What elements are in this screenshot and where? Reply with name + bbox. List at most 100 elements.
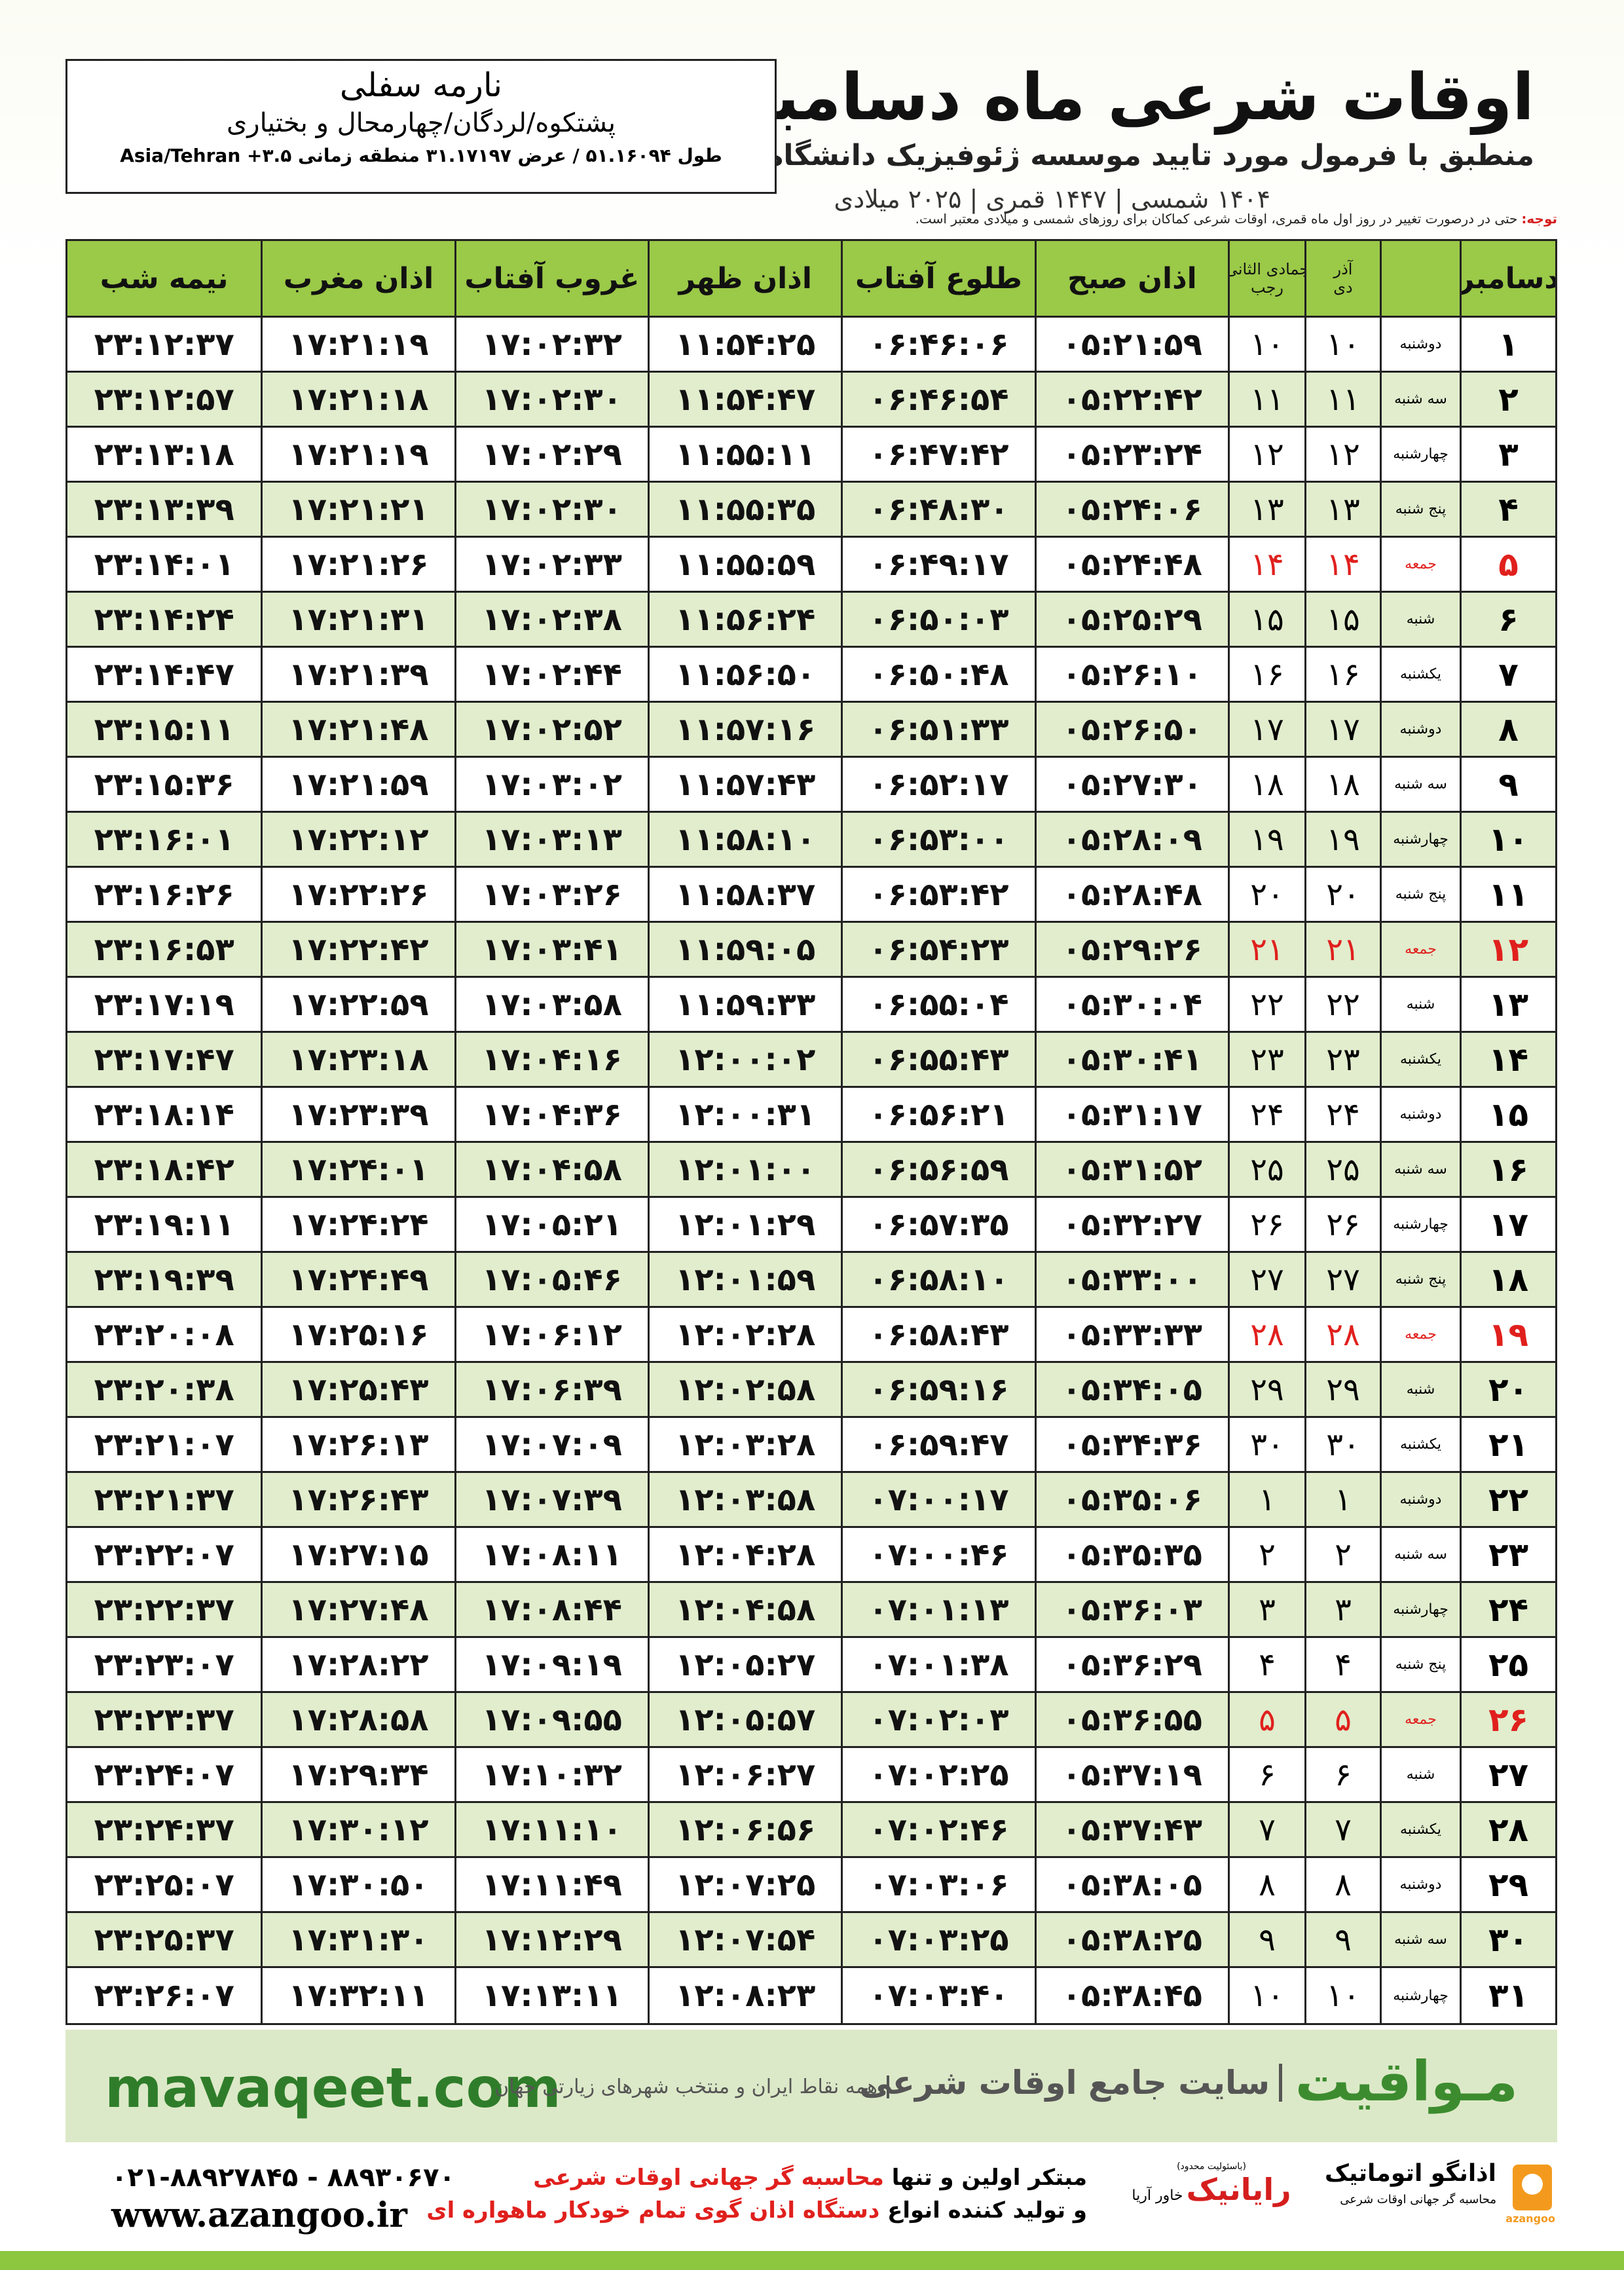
prayer-time: ۱۷:۰۲:۲۹ [454,428,648,483]
shamsi-day: ۲۰ [1304,868,1380,923]
weekday: چهارشنبه [1380,428,1460,483]
header-text: رجب [1251,278,1283,297]
weekday-header [1380,241,1460,318]
prayer-time: ۱۱:۵۹:۳۳ [648,978,841,1033]
prayer-time: ۱۷:۰۷:۳۹ [454,1473,648,1528]
shamsi-day: ۱۵ [1304,593,1380,648]
prayer-time: ۱۲:۰۵:۵۷ [648,1693,841,1748]
qamari-day: ۲۵ [1228,1143,1304,1198]
prayer-time: ۱۷:۲۱:۱۸ [261,373,454,428]
prayer-time: ۰۵:۳۷:۱۹ [1034,1748,1228,1803]
bottom-strip [0,2251,1624,2270]
day-number: ۱۰ [1460,813,1555,868]
prayer-time: ۱۷:۲۹:۳۴ [261,1748,454,1803]
prayer-time: ۲۳:۱۸:۴۲ [67,1143,261,1198]
qamari-day: ۲۲ [1228,978,1304,1033]
prayer-time: ۱۷:۰۳:۵۸ [454,978,648,1033]
day-number: ۲۱ [1460,1418,1555,1473]
qamari-day: ۸ [1228,1858,1304,1913]
prayer-time: ۱۱:۵۶:۲۴ [648,593,841,648]
day-number: ۳۱ [1460,1968,1555,2023]
prayer-time: ۰۵:۳۳:۰۰ [1034,1253,1228,1308]
shamsi-day: ۶ [1304,1748,1380,1803]
prayer-time: ۰۵:۳۸:۲۵ [1034,1913,1228,1968]
prayer-time: ۰۵:۲۸:۰۹ [1034,813,1228,868]
site-url: mavaqeet.com [105,2056,561,2120]
prayer-time: ۲۳:۲۲:۰۷ [67,1528,261,1583]
prayer-time: ۲۳:۲۴:۰۷ [67,1748,261,1803]
footer-line: و تولید کننده انواع دستگاه اذان گوی تمام… [426,2197,1087,2223]
weekday: یکشنبه [1380,1418,1460,1473]
table-row: ۱ دوشنبه ۱۰ ۱۰ ۰۵:۲۱:۵۹ ۰۶:۴۶:۰۶ ۱۱:۵۴:۲۵ ۱۷:۰۲… [67,318,1555,373]
weekday: جمعه [1380,1693,1460,1748]
prayer-time: ۱۲:۰۰:۰۲ [648,1033,841,1088]
weekday: چهارشنبه [1380,1968,1460,2023]
shamsi-day: ۱۲ [1304,428,1380,483]
table-row: ۲۱ یکشنبه ۳۰ ۳۰ ۰۵:۳۴:۳۶ ۰۶:۵۹:۴۷ ۱۲:۰۳:۲۸ ۱۷:۰… [67,1418,1555,1473]
day-number: ۱ [1460,318,1555,373]
prayer-time: ۱۷:۲۶:۱۳ [261,1418,454,1473]
prayer-time: ۱۷:۰۸:۱۱ [454,1528,648,1583]
prayer-time: ۱۲:۰۱:۲۹ [648,1198,841,1253]
header-text: جمادی الثانی [1228,260,1304,278]
day-number: ۲۵ [1460,1638,1555,1693]
shamsi-day: ۱۶ [1304,648,1380,703]
shamsi-day: ۲۳ [1304,1033,1380,1088]
prayer-time: ۱۷:۰۲:۳۸ [454,593,648,648]
shamsi-day: ۲ [1304,1528,1380,1583]
qamari-day: ۲۶ [1228,1198,1304,1253]
weekday: سه شنبه [1380,1528,1460,1583]
title: اوقات شرعی ماه دسامبر [735,60,1534,135]
table-row: ۸ دوشنبه ۱۷ ۱۷ ۰۵:۲۶:۵۰ ۰۶:۵۱:۳۳ ۱۱:۵۷:۱۶ ۱۷:۰۲… [67,703,1555,758]
day-number: ۲۲ [1460,1473,1555,1528]
prayer-time: ۰۵:۳۴:۳۶ [1034,1418,1228,1473]
qamari-day: ۲۱ [1228,923,1304,978]
prayer-time: ۱۷:۰۲:۳۰ [454,373,648,428]
column-header: طلوع آفتاب [841,241,1035,318]
table-row: ۱۸ پنج شنبه ۲۷ ۲۷ ۰۵:۳۳:۰۰ ۰۶:۵۸:۱۰ ۱۲:۰۱:۵۹ ۱۷… [67,1253,1555,1308]
prayer-time: ۱۲:۰۶:۵۶ [648,1803,841,1858]
table-row: ۲۹ دوشنبه ۸ ۸ ۰۵:۳۸:۰۵ ۰۷:۰۳:۰۶ ۱۲:۰۷:۲۵ ۱۷:۱۱:… [67,1858,1555,1913]
day-number: ۱۳ [1460,978,1555,1033]
table-row: ۱۵ دوشنبه ۲۴ ۲۴ ۰۵:۳۱:۱۷ ۰۶:۵۶:۲۱ ۱۲:۰۰:۳۱ ۱۷:۰… [67,1088,1555,1143]
shamsi-day: ۲۲ [1304,978,1380,1033]
prayer-time: ۲۳:۲۱:۰۷ [67,1418,261,1473]
table-row: ۱۱ پنج شنبه ۲۰ ۲۰ ۰۵:۲۸:۴۸ ۰۶:۵۳:۴۲ ۱۱:۵۸:۳۷ ۱۷… [67,868,1555,923]
shamsi-day: ۷ [1304,1803,1380,1858]
prayer-time: ۱۱:۵۹:۰۵ [648,923,841,978]
prayer-time: ۱۷:۲۸:۲۲ [261,1638,454,1693]
weekday: سه شنبه [1380,758,1460,813]
shamsi-day: ۱۹ [1304,813,1380,868]
day-number: ۱۵ [1460,1088,1555,1143]
partner-sub: خاور آریا [1132,2187,1183,2204]
prayer-time: ۰۷:۰۳:۴۰ [841,1968,1034,2023]
prayer-time: ۱۷:۰۲:۳۰ [454,483,648,538]
prayer-time: ۰۶:۵۳:۰۰ [841,813,1035,868]
day-number: ۲۷ [1460,1748,1555,1803]
day-number: ۷ [1460,648,1555,703]
prayer-time: ۰۵:۲۲:۴۲ [1034,373,1228,428]
prayer-time: ۰۶:۵۸:۱۰ [841,1253,1035,1308]
qamari-day: ۲ [1228,1528,1304,1583]
partner-name: رایانیک [1186,2172,1291,2207]
prayer-time: ۱۲:۰۱:۰۰ [648,1143,841,1198]
table-row: ۳۱ چهارشنبه ۱۰ ۱۰ ۰۵:۳۸:۴۵ ۰۷:۰۳:۴۰ ۱۲:۰۸:۲۳ ۱۷… [67,1968,1555,2023]
prayer-time: ۰۶:۵۹:۱۶ [841,1363,1035,1418]
location-box: نارمه سفلی پشتکوه/لردگان/چهارمحال و بختی… [65,59,777,194]
qamari-day: ۱۲ [1228,428,1304,483]
prayer-time: ۲۳:۱۷:۴۷ [67,1033,261,1088]
prayer-time: ۰۵:۲۴:۴۸ [1034,538,1228,593]
day-number: ۱۷ [1460,1198,1555,1253]
table-row: ۲۰ شنبه ۲۹ ۲۹ ۰۵:۳۴:۰۵ ۰۶:۵۹:۱۶ ۱۲:۰۲:۵۸ ۱۷:۰۶:… [67,1363,1555,1418]
prayer-time: ۱۷:۲۱:۱۹ [261,428,454,483]
table-row: ۲ سه شنبه ۱۱ ۱۱ ۰۵:۲۲:۴۲ ۰۶:۴۶:۵۴ ۱۱:۵۴:۴۷ ۱۷:۰… [67,373,1555,428]
prayer-time: ۰۵:۳۳:۳۳ [1034,1308,1228,1363]
header-row: دسامبر آذر دی جمادی الثانی رجب اذان صبح طلو… [67,241,1555,318]
weekday: دوشنبه [1380,318,1460,373]
table-row: ۲۳ سه شنبه ۲ ۲ ۰۵:۳۵:۳۵ ۰۷:۰۰:۴۶ ۱۲:۰۴:۲۸ ۱۷:۰۸… [67,1528,1555,1583]
prayer-time: ۰۶:۵۰:۰۳ [841,593,1035,648]
weekday: شنبه [1380,1363,1460,1418]
weekday: جمعه [1380,538,1460,593]
prayer-time: ۱۷:۲۷:۴۸ [261,1583,454,1638]
